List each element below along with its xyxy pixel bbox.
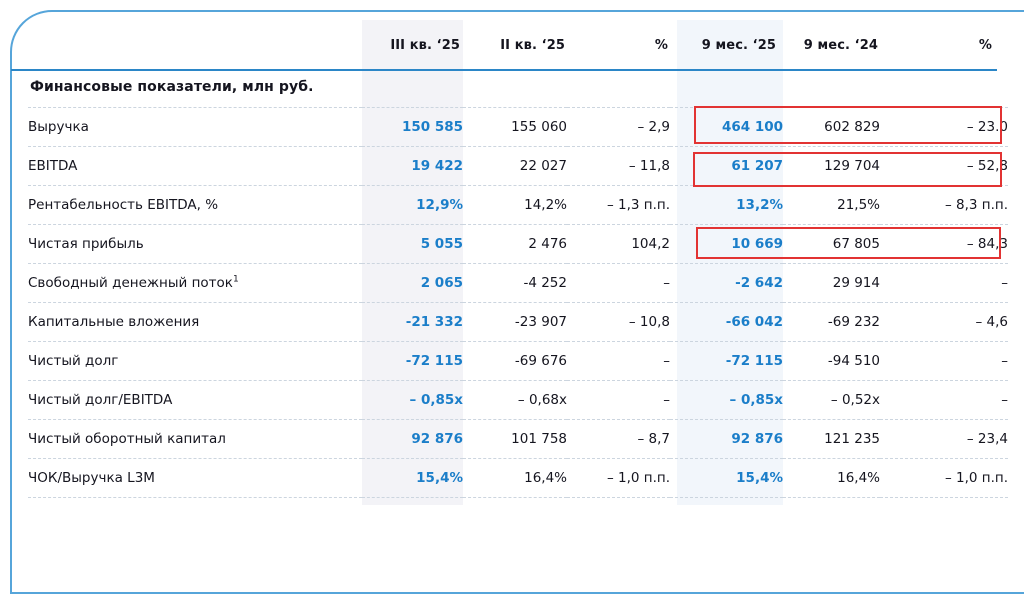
column-header-q3-25: III кв. ‘25 — [390, 37, 460, 53]
red-highlight-box — [696, 227, 1001, 259]
cell-value: 15,4% — [362, 457, 463, 498]
cell-value: 12,9% — [362, 184, 463, 224]
row-label: Чистый долг/EBITDA — [28, 379, 362, 419]
cell-value: 92 876 — [362, 418, 463, 458]
cell-value: – 0,52x — [783, 379, 880, 419]
column-header-yoy-pct: % — [978, 37, 992, 53]
cell-value: 21,5% — [783, 184, 880, 224]
cell-value: 602 829 — [783, 106, 880, 146]
cell-value: – 8,7 — [567, 418, 670, 458]
row-label: Чистая прибыль — [28, 223, 362, 263]
cell-value: 121 235 — [783, 418, 880, 458]
table-row: Капитальные вложения -21 332 -23 907– 10,8… — [28, 301, 1008, 341]
cell-value: – 10,8 — [567, 301, 670, 341]
row-label: Чистый оборотный капитал — [28, 418, 362, 458]
cell-value: 19 422 — [362, 145, 463, 185]
header-underline — [11, 69, 997, 71]
table-row: ЧОК/Выручка L3M 15,4% 16,4% – 1,0 п.п. 15,4%… — [28, 457, 1008, 498]
cell-value: -21 332 — [362, 301, 463, 341]
cell-value: – 4,6 — [880, 301, 1008, 341]
cell-value: – 8,3 п.п. — [880, 184, 1008, 224]
cell-value: 16,4% — [463, 457, 567, 498]
row-label: Свободный денежный поток1 — [28, 262, 362, 302]
table-row: Чистый долг -72 115 -69 676– -72 115 -94 510… — [28, 340, 1008, 380]
cell-value: -94 510 — [783, 340, 880, 380]
row-label: Выручка — [28, 106, 362, 146]
cell-value: -69 676 — [463, 340, 567, 380]
header-empty-cell — [28, 20, 362, 70]
cell-value: – 0,85x — [362, 379, 463, 419]
cell-value: 67 805 — [783, 223, 880, 263]
cell-value: -2 642 — [670, 262, 783, 302]
column-header-q2-25: II кв. ‘25 — [500, 37, 565, 53]
cell-value: – — [567, 340, 670, 380]
table-row: Рентабельность EBITDA, % 12,9% 14,2% – 1,3 … — [28, 184, 1008, 224]
cell-value: -23 907 — [463, 301, 567, 341]
cell-value: 2 476 — [463, 223, 567, 263]
cell-value: – 0,68x — [463, 379, 567, 419]
row-label: Рентабельность EBITDA, % — [28, 184, 362, 224]
cell-value: – 84,3 — [880, 223, 1008, 263]
row-label: ЧОК/Выручка L3M — [28, 457, 362, 498]
cell-value: 14,2% — [463, 184, 567, 224]
cell-value: – — [567, 379, 670, 419]
row-label: EBITDA — [28, 145, 362, 185]
cell-value: -4 252 — [463, 262, 567, 302]
cell-value: -69 232 — [783, 301, 880, 341]
column-header-9m-24: 9 мес. ‘24 — [803, 37, 878, 53]
cell-value: – — [880, 262, 1008, 302]
cell-value: -66 042 — [670, 301, 783, 341]
cell-value: 104,2 — [567, 223, 670, 263]
table-row: Чистый долг/EBITDA – 0,85x – 0,68x – – 0,85x… — [28, 379, 1008, 419]
footnote-marker: 1 — [232, 274, 239, 284]
cell-value: 22 027 — [463, 145, 567, 185]
cell-value: – — [567, 262, 670, 302]
cell-value: – 0,85x — [670, 379, 783, 419]
red-highlight-box — [694, 106, 1002, 144]
row-label: Чистый долг — [28, 340, 362, 380]
cell-value: – 23,4 — [880, 418, 1008, 458]
cell-value: -72 115 — [670, 340, 783, 380]
cell-value: -72 115 — [362, 340, 463, 380]
row-label: Капитальные вложения — [28, 301, 362, 341]
cell-value: – 11,8 — [567, 145, 670, 185]
cell-value: 16,4% — [783, 457, 880, 498]
cell-value: 150 585 — [362, 106, 463, 146]
cell-value: – 1,3 п.п. — [567, 184, 670, 224]
cell-value: 29 914 — [783, 262, 880, 302]
financial-table: III кв. ‘25 II кв. ‘25 % 9 мес. ‘25 9 ме… — [28, 20, 1008, 498]
section-header-row: Финансовые показатели, млн руб. — [28, 70, 1008, 107]
cell-value: 101 758 — [463, 418, 567, 458]
cell-value: – 1,0 п.п. — [567, 457, 670, 498]
header-row: III кв. ‘25 II кв. ‘25 % 9 мес. ‘25 9 ме… — [28, 20, 1008, 70]
table-row: Свободный денежный поток1 2 065 -4 252– -2 … — [28, 262, 1008, 302]
section-title: Финансовые показатели, млн руб. — [30, 79, 314, 96]
column-header-qoq-pct: % — [654, 37, 668, 53]
cell-value: 5 055 — [362, 223, 463, 263]
cell-value: – 1,0 п.п. — [880, 457, 1008, 498]
cell-value: – 23.0 — [880, 106, 1008, 146]
cell-value: – 2,9 — [567, 106, 670, 146]
cell-value: 10 669 — [670, 223, 783, 263]
cell-value: – — [880, 340, 1008, 380]
cell-value: 15,4% — [670, 457, 783, 498]
cell-value: 155 060 — [463, 106, 567, 146]
column-header-9m-25: 9 мес. ‘25 — [701, 37, 776, 53]
cell-value: – — [880, 379, 1008, 419]
cell-value: 2 065 — [362, 262, 463, 302]
cell-value: 92 876 — [670, 418, 783, 458]
table-row: Чистая прибыль 5 055 2 476 104,2 10 669 67 80… — [28, 223, 1008, 263]
cell-value: 13,2% — [670, 184, 783, 224]
red-highlight-box — [693, 152, 1002, 187]
table-row: Чистый оборотный капитал 92 876 101 758– 8… — [28, 418, 1008, 458]
